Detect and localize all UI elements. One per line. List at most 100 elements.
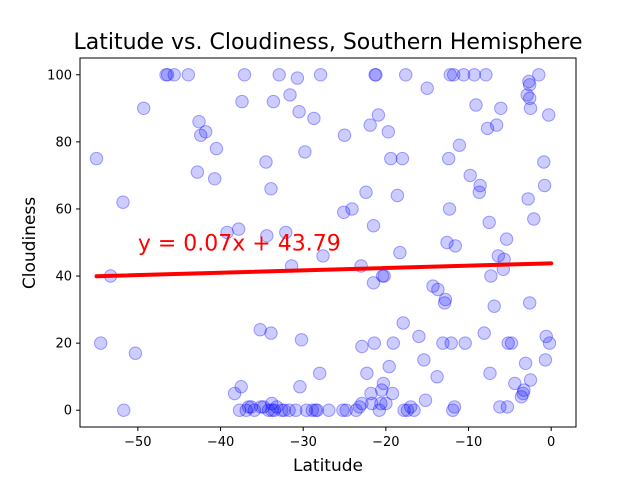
data-point [538, 353, 553, 367]
data-point [501, 336, 515, 350]
x-tick-label: −30 [289, 435, 316, 450]
data-point [447, 400, 462, 414]
data-point [440, 235, 454, 250]
data-point [254, 400, 268, 414]
y-tick-label: 0 [64, 404, 72, 419]
data-point [483, 366, 497, 380]
data-point [277, 403, 291, 417]
data-point [442, 202, 457, 216]
data-point [279, 225, 293, 240]
data-point [371, 108, 386, 122]
y-axis-ticks: 0 20 40 60 80 100 [47, 68, 80, 419]
data-point [208, 172, 222, 186]
data-point [266, 94, 281, 109]
data-point [160, 68, 175, 82]
data-point [339, 403, 353, 417]
data-point [128, 346, 143, 360]
data-point [307, 111, 321, 126]
data-point [542, 108, 556, 122]
y-tick-label: 60 [55, 202, 72, 217]
data-point [444, 336, 458, 350]
data-point [395, 151, 410, 166]
data-point [305, 403, 319, 417]
data-point [487, 299, 501, 313]
data-point [537, 155, 551, 169]
data-point [322, 403, 336, 417]
data-point [412, 329, 426, 344]
data-point [376, 376, 391, 391]
data-point [527, 212, 541, 226]
data-point [518, 356, 533, 370]
data-point [499, 232, 514, 246]
data-point [368, 68, 382, 82]
data-point [430, 370, 444, 384]
data-point [472, 185, 486, 199]
data-point [194, 128, 208, 142]
data-point [313, 366, 327, 380]
data-point [265, 396, 279, 411]
data-point [365, 396, 379, 411]
data-point [436, 336, 450, 350]
data-point [523, 373, 538, 387]
data-point [209, 141, 224, 156]
data-point [355, 339, 369, 354]
data-point [116, 195, 130, 209]
data-point [438, 292, 453, 307]
data-point [294, 333, 309, 347]
y-tick-label: 20 [55, 337, 72, 352]
x-tick-label: −40 [207, 435, 234, 450]
data-point [442, 151, 456, 166]
data-point [261, 403, 276, 417]
data-point [532, 68, 546, 82]
data-point [272, 68, 286, 82]
data-point [239, 403, 253, 417]
data-point [390, 188, 405, 203]
data-point [159, 68, 173, 82]
data-point [458, 336, 472, 350]
data-point [259, 155, 273, 169]
data-point [282, 403, 296, 417]
data-point [393, 245, 407, 260]
data-point [289, 403, 303, 417]
data-point [336, 403, 350, 417]
data-point [265, 403, 279, 417]
data-point [360, 366, 374, 380]
data-point [523, 101, 538, 116]
data-point [469, 98, 483, 112]
data-point [363, 118, 377, 132]
data-point [349, 403, 363, 417]
data-point [337, 128, 352, 142]
data-point [385, 386, 400, 401]
data-point [377, 269, 391, 283]
data-point [89, 151, 104, 166]
x-tick-label: −50 [124, 435, 151, 450]
y-tick-label: 80 [55, 135, 72, 150]
data-point [299, 403, 314, 417]
data-point [382, 359, 396, 374]
data-point [520, 88, 534, 102]
data-point [316, 249, 330, 263]
chart-title: Latitude vs. Cloudiness, Southern Hemisp… [73, 30, 582, 55]
data-point [523, 78, 537, 92]
data-point [384, 151, 398, 166]
data-point [292, 105, 306, 119]
data-point [367, 336, 381, 350]
data-point [396, 316, 410, 330]
data-point [514, 390, 529, 404]
regression-line [94, 261, 554, 279]
data-point [375, 383, 389, 397]
data-point [264, 182, 278, 196]
data-point [477, 326, 491, 340]
data-point [452, 138, 467, 152]
data-point [359, 185, 373, 199]
data-point [431, 282, 445, 297]
data-point [463, 168, 477, 183]
data-point [542, 336, 557, 350]
data-point [521, 192, 535, 206]
data-point [374, 396, 388, 411]
data-point [473, 178, 487, 193]
data-point [352, 400, 367, 414]
data-point [345, 202, 359, 216]
data-point [192, 115, 206, 129]
